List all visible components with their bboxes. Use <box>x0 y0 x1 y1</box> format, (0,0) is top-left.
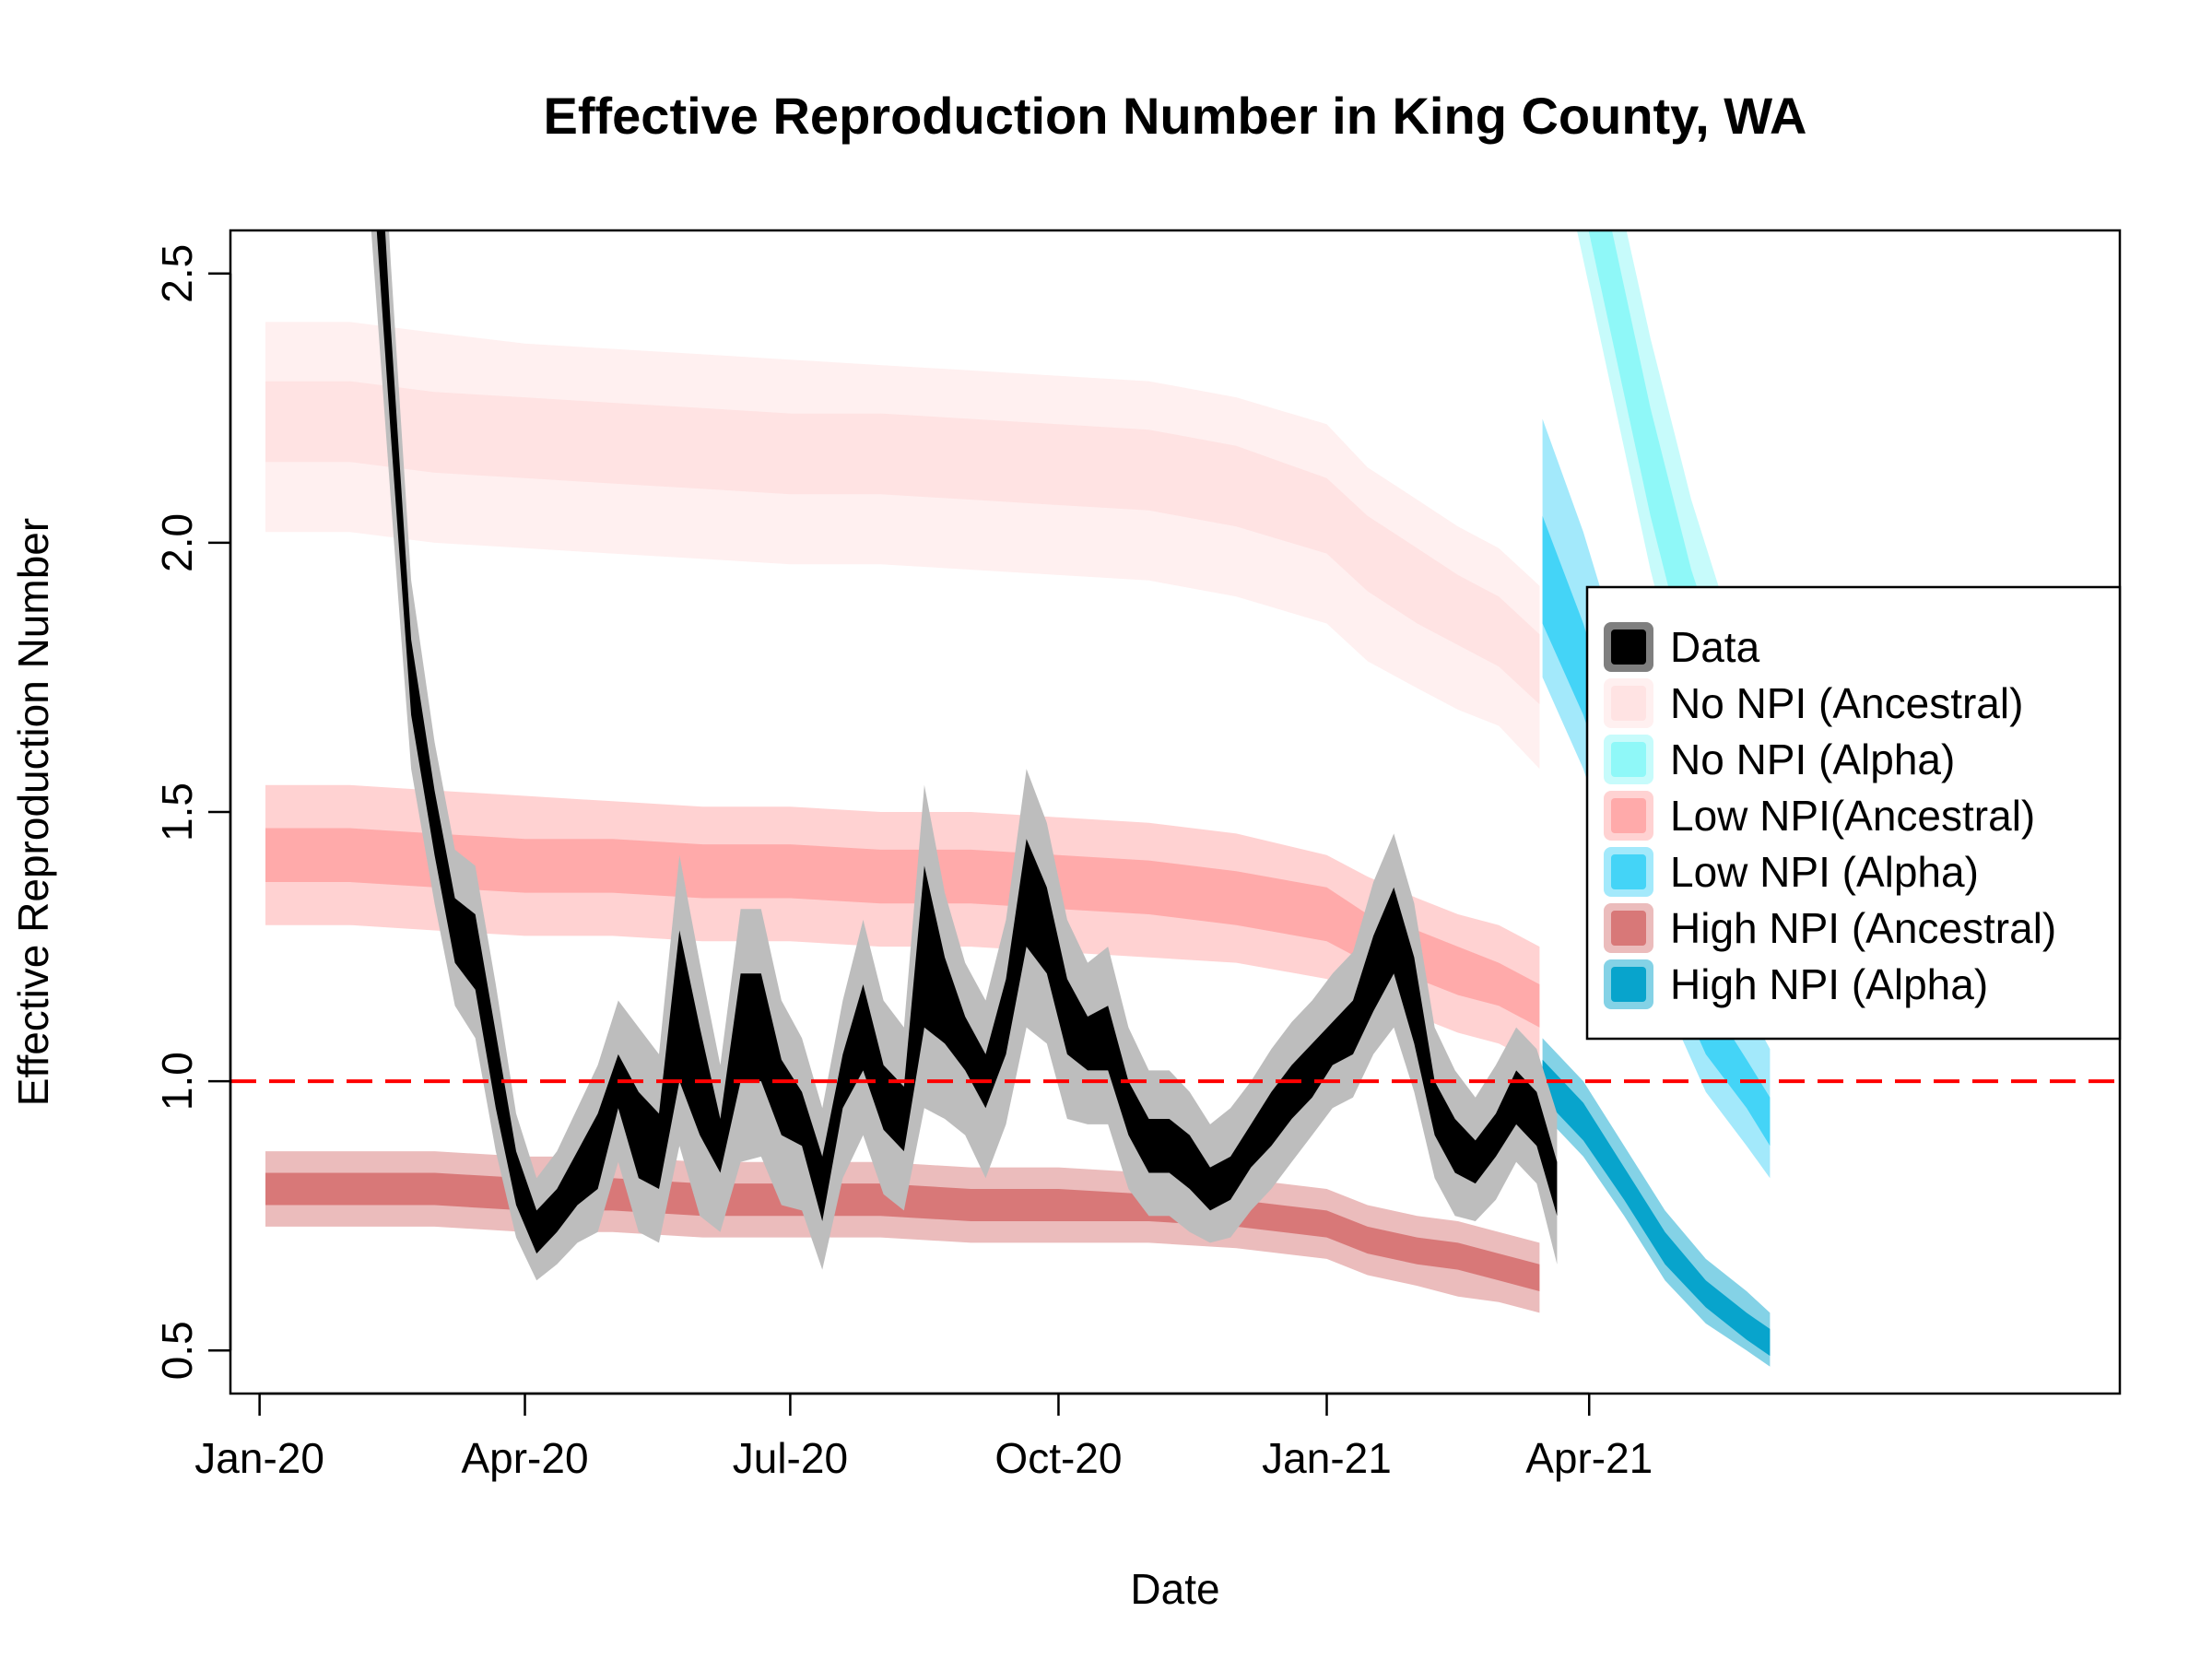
legend-swatch <box>1611 854 1646 889</box>
series-high-npi-alpha <box>1542 1038 1771 1367</box>
series-low-npi-ancestral <box>265 784 1540 1065</box>
legend-label: High NPI (Ancestral) <box>1670 904 2056 952</box>
band-outer-high-npi-alpha <box>1542 1038 1771 1367</box>
legend-entry-low-npi-ancestral: Low NPI(Ancestral) <box>1604 791 2035 841</box>
plot-area <box>265 230 1771 1367</box>
legend-swatch <box>1611 967 1646 1002</box>
legend-label: Data <box>1670 623 1760 671</box>
legend-swatch <box>1611 686 1646 721</box>
y-axis-label: Effective Reproduction Number <box>9 518 57 1106</box>
legend-swatch <box>1611 798 1646 833</box>
band-outer-data <box>371 230 1558 1281</box>
band-inner-high-npi-alpha <box>1542 1059 1771 1357</box>
y-tick-label: 1.5 <box>153 782 201 841</box>
legend-entry-no-npi-ancestral: No NPI (Ancestral) <box>1604 678 2023 728</box>
legend-box <box>1585 585 2122 1041</box>
series-no-npi-ancestral <box>265 322 1540 770</box>
legend-swatch <box>1611 629 1646 665</box>
x-tick-label: Apr-21 <box>1525 1434 1653 1482</box>
legend-swatch <box>1611 742 1646 777</box>
x-axis-label: Date <box>1130 1565 1219 1613</box>
band-inner-no-npi-ancestral <box>265 381 1540 705</box>
x-tick-label: Apr-20 <box>461 1434 588 1482</box>
legend-entry-no-npi-alpha: No NPI (Alpha) <box>1604 735 1955 784</box>
legend-label: Low NPI (Alpha) <box>1670 848 1979 896</box>
legend-label: High NPI (Alpha) <box>1670 960 1988 1008</box>
x-tick-label: Jul-20 <box>733 1434 848 1482</box>
band-inner-low-npi-ancestral <box>265 828 1540 1028</box>
legend-label: Low NPI(Ancestral) <box>1670 792 2035 840</box>
y-tick-label: 2.0 <box>153 513 201 572</box>
legend-label: No NPI (Alpha) <box>1670 735 1955 783</box>
legend-swatch <box>1611 911 1646 946</box>
legend-entry-data: Data <box>1604 622 1760 672</box>
y-tick-label: 1.0 <box>153 1052 201 1111</box>
x-tick-label: Jan-20 <box>194 1434 324 1482</box>
x-tick-label: Jan-21 <box>1262 1434 1392 1482</box>
series-data <box>371 230 1558 1281</box>
legend-label: No NPI (Ancestral) <box>1670 679 2023 727</box>
y-tick-label: 0.5 <box>153 1321 201 1380</box>
band-inner-data <box>376 230 1558 1254</box>
y-axis: 0.5 1.0 1.5 2.0 2.5 <box>153 244 232 1380</box>
x-tick-label: Oct-20 <box>994 1434 1122 1482</box>
legend-entry-low-npi-alpha: Low NPI (Alpha) <box>1604 847 1979 897</box>
x-axis: Jan-20 Apr-20 Jul-20 Oct-20 Jan-21 Apr-21 <box>194 1392 1653 1482</box>
y-tick-label: 2.5 <box>153 244 201 303</box>
legend-entry-high-npi-alpha: High NPI (Alpha) <box>1604 959 1988 1009</box>
chart-title: Effective Reproduction Number in King Co… <box>544 87 1807 145</box>
legend-entry-high-npi-ancestral: High NPI (Ancestral) <box>1604 903 2056 953</box>
legend: Data No NPI (Ancestral) No NPI (Alpha) Low … <box>1585 585 2122 1041</box>
